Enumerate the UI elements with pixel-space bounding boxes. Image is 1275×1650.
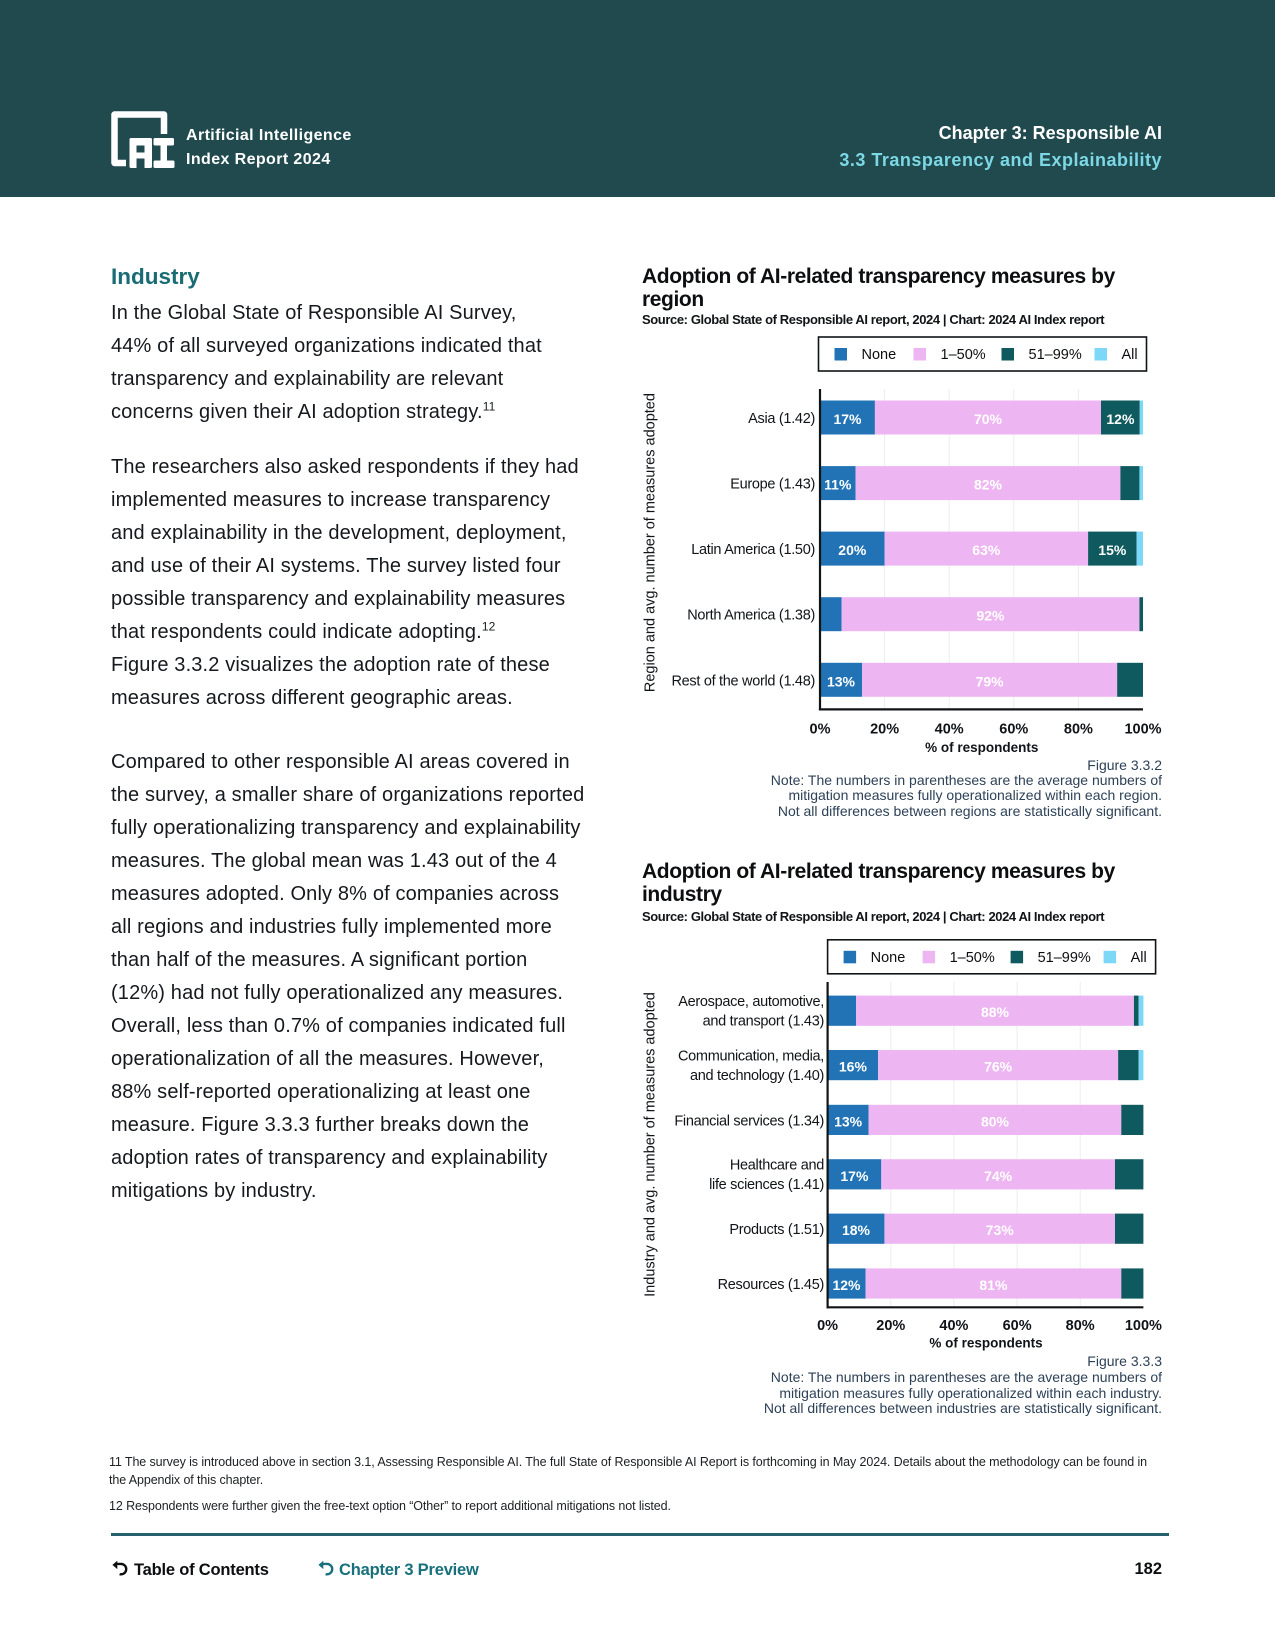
svg-text:Communication, media,: Communication, media, <box>678 1048 824 1064</box>
svg-text:81%: 81% <box>979 1277 1008 1293</box>
svg-text:Resources (1.45): Resources (1.45) <box>718 1277 824 1293</box>
svg-text:and technology (1.40): and technology (1.40) <box>690 1068 824 1084</box>
svg-text:None: None <box>871 950 906 966</box>
svg-text:0%: 0% <box>817 1318 838 1334</box>
svg-text:80%: 80% <box>981 1113 1010 1129</box>
svg-text:80%: 80% <box>1064 722 1093 738</box>
svg-text:% of respondents: % of respondents <box>929 1336 1042 1351</box>
svg-text:Rest of the world (1.48): Rest of the world (1.48) <box>671 673 815 689</box>
svg-text:88%: 88% <box>981 1004 1010 1020</box>
svg-text:13%: 13% <box>834 1113 863 1129</box>
svg-text:Industry and avg. number of me: Industry and avg. number of measures ado… <box>643 992 659 1297</box>
svg-text:Healthcare and: Healthcare and <box>730 1158 824 1174</box>
svg-text:73%: 73% <box>986 1222 1015 1238</box>
svg-text:76%: 76% <box>984 1059 1013 1075</box>
svg-text:16%: 16% <box>839 1059 868 1075</box>
svg-text:Aerospace, automotive,: Aerospace, automotive, <box>678 994 824 1010</box>
svg-text:life sciences (1.41): life sciences (1.41) <box>709 1177 824 1193</box>
svg-text:80%: 80% <box>1066 1318 1095 1334</box>
svg-text:All: All <box>1122 347 1138 363</box>
svg-text:63%: 63% <box>972 542 1001 558</box>
svg-text:92%: 92% <box>976 608 1005 624</box>
svg-text:Region and avg. number of meas: Region and avg. number of measures adopt… <box>643 393 659 692</box>
svg-text:51–99%: 51–99% <box>1038 950 1091 966</box>
svg-text:60%: 60% <box>1003 1318 1032 1334</box>
svg-text:40%: 40% <box>935 722 964 738</box>
svg-text:Latin America (1.50): Latin America (1.50) <box>691 542 815 558</box>
svg-text:Europe (1.43): Europe (1.43) <box>730 477 815 493</box>
svg-text:82%: 82% <box>974 477 1003 493</box>
svg-text:100%: 100% <box>1125 1318 1162 1334</box>
svg-text:11%: 11% <box>824 477 852 493</box>
svg-text:All: All <box>1131 950 1147 966</box>
svg-text:North America (1.38): North America (1.38) <box>687 608 815 624</box>
svg-text:Asia (1.42): Asia (1.42) <box>748 411 815 427</box>
svg-text:and transport (1.43): and transport (1.43) <box>703 1014 824 1030</box>
svg-text:None: None <box>862 347 897 363</box>
svg-text:70%: 70% <box>974 411 1003 427</box>
svg-text:100%: 100% <box>1124 722 1161 738</box>
svg-text:20%: 20% <box>838 542 867 558</box>
svg-text:15%: 15% <box>1098 542 1127 558</box>
svg-text:20%: 20% <box>876 1318 905 1334</box>
svg-text:12%: 12% <box>1106 411 1135 427</box>
svg-text:% of respondents: % of respondents <box>925 740 1038 755</box>
svg-text:Financial services (1.34): Financial services (1.34) <box>674 1113 824 1129</box>
svg-text:51–99%: 51–99% <box>1029 347 1082 363</box>
svg-text:Products (1.51): Products (1.51) <box>729 1222 824 1238</box>
svg-text:13%: 13% <box>827 673 856 689</box>
svg-text:0%: 0% <box>810 722 831 738</box>
svg-text:17%: 17% <box>833 411 862 427</box>
svg-text:74%: 74% <box>984 1168 1013 1184</box>
svg-text:60%: 60% <box>999 722 1028 738</box>
svg-text:79%: 79% <box>976 673 1005 689</box>
svg-text:12%: 12% <box>832 1277 861 1293</box>
svg-text:1–50%: 1–50% <box>941 347 986 363</box>
svg-text:18%: 18% <box>842 1222 871 1238</box>
svg-text:40%: 40% <box>939 1318 968 1334</box>
svg-text:20%: 20% <box>870 722 899 738</box>
svg-text:17%: 17% <box>840 1168 869 1184</box>
svg-text:1–50%: 1–50% <box>950 950 995 966</box>
